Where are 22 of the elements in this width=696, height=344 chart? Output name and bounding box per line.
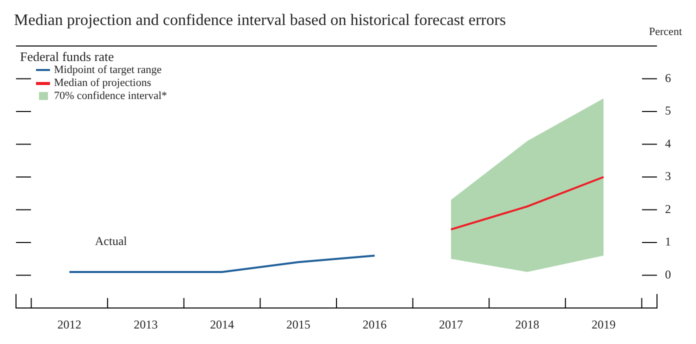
legend-label: Median of projections (54, 77, 152, 90)
y-tick-label: 1 (665, 234, 671, 249)
y-tick-label: 5 (665, 104, 671, 118)
chart-subtitle: Federal funds rate (20, 49, 114, 65)
y-tick-label: 0 (665, 267, 671, 282)
x-tick-label: 2019 (592, 317, 616, 332)
x-tick-label: 2016 (362, 317, 387, 332)
y-tick-label: 6 (665, 70, 671, 85)
annotation: Actual (95, 234, 127, 249)
legend-label: 70% confidence interval* (54, 90, 168, 103)
y-tick-label: 4 (665, 136, 671, 150)
legend-label: Midpoint of target range (54, 64, 162, 77)
x-tick-label: 2017 (438, 317, 463, 332)
y-tick-label: 3 (665, 169, 671, 184)
x-tick-label: 2013 (134, 317, 158, 332)
x-tick-label: 2012 (57, 317, 82, 332)
chart-title: Median projection and confidence interval based on historical forecast errors (14, 12, 506, 30)
x-tick-label: 2014 (210, 317, 234, 332)
x-tick-label: 2018 (515, 317, 540, 332)
y-axis-title: Percent (649, 26, 682, 38)
y-tick-label: 2 (665, 202, 671, 216)
x-tick-label: 2015 (286, 317, 310, 332)
